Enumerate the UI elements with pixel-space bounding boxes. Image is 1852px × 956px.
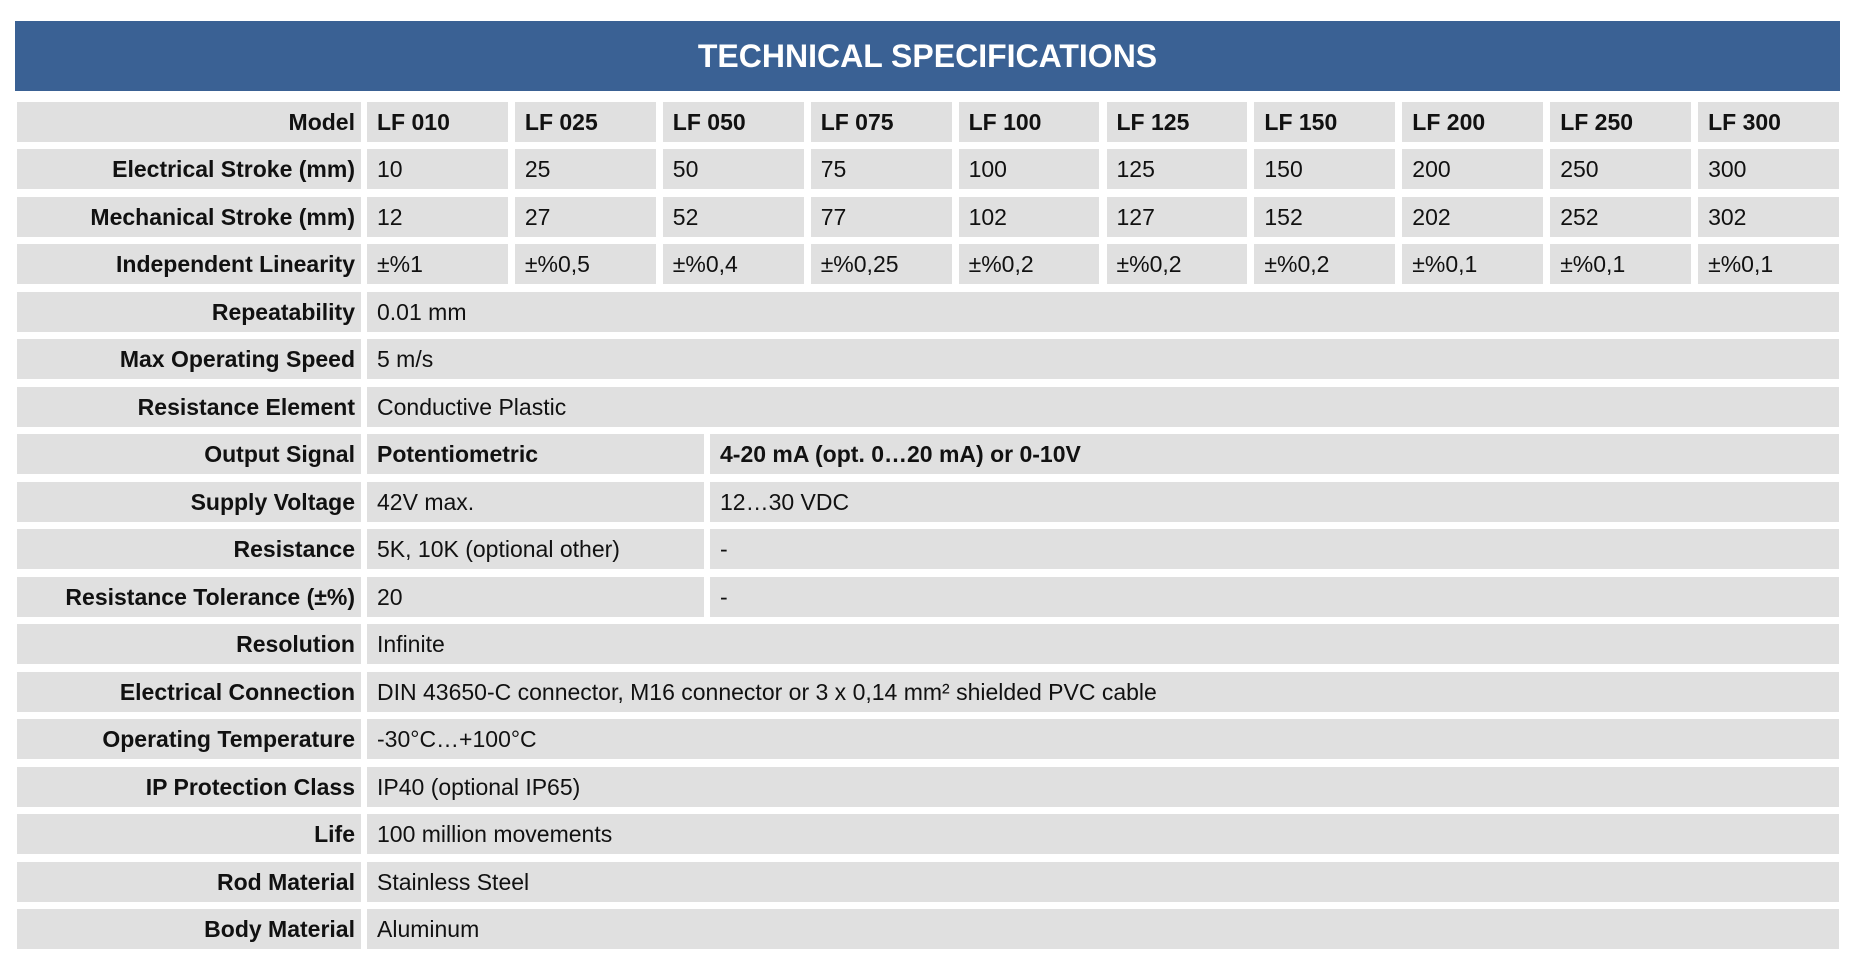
row-label: Mechanical Stroke (mm): [17, 196, 361, 237]
value-cell: -: [710, 529, 1839, 570]
value-cell: 27: [514, 196, 656, 237]
value-cell: 12: [367, 196, 508, 237]
row-label: Model: [17, 101, 361, 142]
value-cell: LF 125: [1106, 101, 1248, 142]
value-cell: 20: [367, 576, 704, 617]
value-cell: 250: [1550, 149, 1692, 190]
value-cell: 42V max.: [367, 481, 704, 522]
value-cell: ±%0,4: [662, 244, 804, 285]
row-label: Repeatability: [17, 291, 361, 332]
value-cell: 52: [662, 196, 804, 237]
value-cell: 302: [1698, 196, 1839, 237]
value-cell: Potentiometric: [367, 434, 704, 475]
row-label: Resistance Element: [17, 386, 361, 427]
value-cell: LF 010: [367, 101, 508, 142]
value-cell: 5 m/s: [367, 339, 1839, 380]
row-label: Electrical Connection: [17, 671, 361, 712]
value-cell: ±%0,2: [1106, 244, 1248, 285]
value-cell: 12…30 VDC: [710, 481, 1839, 522]
value-cell: IP40 (optional IP65): [367, 766, 1839, 807]
row-label: Independent Linearity: [17, 244, 361, 285]
row-label: Max Operating Speed: [17, 339, 361, 380]
value-cell: 152: [1254, 196, 1396, 237]
value-cell: LF 100: [958, 101, 1100, 142]
value-cell: ±%0,5: [514, 244, 656, 285]
value-cell: 77: [810, 196, 952, 237]
row-label: Life: [17, 814, 361, 855]
value-cell: 300: [1698, 149, 1839, 190]
value-cell: -: [710, 576, 1839, 617]
title-bar: TECHNICAL SPECIFICATIONS: [15, 21, 1840, 91]
value-cell: 150: [1254, 149, 1396, 190]
value-cell: 100 million movements: [367, 814, 1839, 855]
value-cell: 10: [367, 149, 508, 190]
value-cell: DIN 43650-C connector, M16 connector or …: [367, 671, 1839, 712]
value-cell: -30°C…+100°C: [367, 719, 1839, 760]
value-cell: ±%0,1: [1550, 244, 1692, 285]
value-cell: LF 300: [1698, 101, 1839, 142]
row-label: Output Signal: [17, 434, 361, 475]
value-cell: 252: [1550, 196, 1692, 237]
value-cell: ±%0,2: [958, 244, 1100, 285]
value-cell: 202: [1402, 196, 1544, 237]
value-cell: 25: [514, 149, 656, 190]
value-cell: ±%0,2: [1254, 244, 1396, 285]
value-cell: 75: [810, 149, 952, 190]
value-cell: ±%1: [367, 244, 508, 285]
row-label: Resolution: [17, 624, 361, 665]
value-cell: Conductive Plastic: [367, 386, 1839, 427]
row-label: Rod Material: [17, 861, 361, 902]
row-label: IP Protection Class: [17, 766, 361, 807]
value-cell: 125: [1106, 149, 1248, 190]
row-label: Body Material: [17, 909, 361, 950]
value-cell: 100: [958, 149, 1100, 190]
value-cell: 50: [662, 149, 804, 190]
row-label: Supply Voltage: [17, 481, 361, 522]
value-cell: 4-20 mA (opt. 0…20 mA) or 0-10V: [710, 434, 1839, 475]
value-cell: 102: [958, 196, 1100, 237]
value-cell: Stainless Steel: [367, 861, 1839, 902]
value-cell: Infinite: [367, 624, 1839, 665]
value-cell: 5K, 10K (optional other): [367, 529, 704, 570]
value-cell: LF 075: [810, 101, 952, 142]
value-cell: ±%0,1: [1402, 244, 1544, 285]
value-cell: LF 050: [662, 101, 804, 142]
value-cell: ±%0,25: [810, 244, 952, 285]
row-label: Resistance Tolerance (±%): [17, 576, 361, 617]
value-cell: LF 250: [1550, 101, 1692, 142]
value-cell: 127: [1106, 196, 1248, 237]
value-cell: LF 150: [1254, 101, 1396, 142]
value-cell: Aluminum: [367, 909, 1839, 950]
row-label: Electrical Stroke (mm): [17, 149, 361, 190]
row-label: Operating Temperature: [17, 719, 361, 760]
row-label: Resistance: [17, 529, 361, 570]
value-cell: LF 025: [514, 101, 656, 142]
value-cell: 0.01 mm: [367, 291, 1839, 332]
value-cell: 200: [1402, 149, 1544, 190]
value-cell: LF 200: [1402, 101, 1544, 142]
value-cell: ±%0,1: [1698, 244, 1839, 285]
